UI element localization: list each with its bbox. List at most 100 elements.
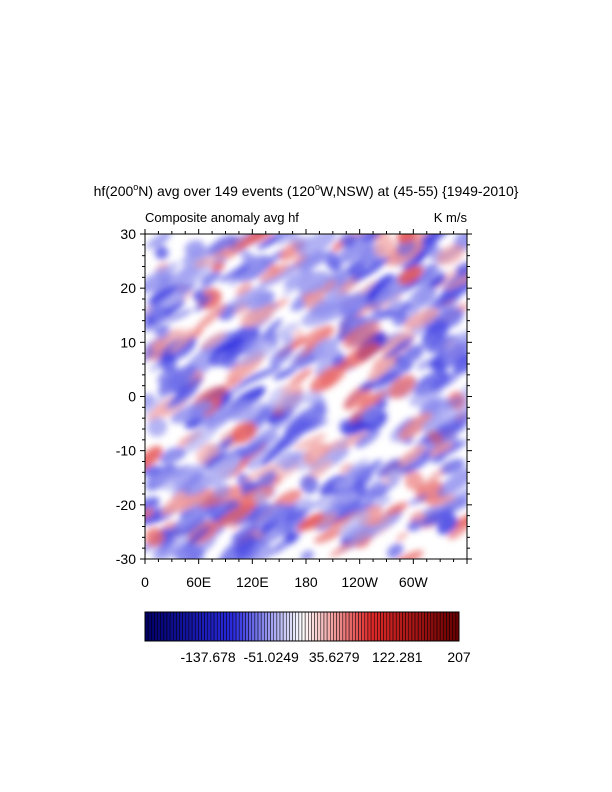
anomaly-blob — [428, 442, 453, 456]
colorbar-box — [433, 611, 438, 642]
anomaly-blob — [351, 256, 390, 283]
colorbar-box — [408, 611, 413, 642]
anomaly-blob — [256, 234, 295, 250]
colorbar-box — [402, 611, 406, 642]
anomaly-blob — [416, 358, 435, 371]
anomaly-blob — [293, 329, 304, 341]
x-tick-label: 120W — [341, 574, 378, 590]
anomaly-blob — [398, 412, 433, 440]
anomaly-blob — [184, 239, 205, 257]
colorbar-box — [336, 611, 340, 642]
anomaly-blob — [436, 281, 467, 304]
colorbar-box — [367, 611, 372, 642]
colorbar-box — [377, 611, 381, 642]
anomaly-blob — [427, 430, 443, 446]
colorbar-box — [229, 611, 234, 642]
anomaly-blob — [244, 335, 268, 356]
anomaly-blob — [403, 249, 428, 271]
anomaly-blob — [164, 533, 190, 554]
heatmap-field — [145, 234, 467, 559]
anomaly-blob — [284, 530, 298, 544]
colorbar-box — [257, 611, 262, 642]
anomaly-blob — [297, 271, 331, 295]
anomaly-blob — [313, 528, 342, 544]
anomaly-blob — [158, 364, 197, 396]
anomaly-blob — [335, 477, 356, 490]
anomaly-blob — [169, 375, 203, 407]
anomaly-blob — [259, 264, 300, 288]
colorbar-box — [301, 611, 306, 642]
colorbar-box — [147, 611, 152, 642]
anomaly-blob — [145, 445, 163, 471]
anomaly-blob — [342, 321, 381, 350]
colorbar-box — [436, 611, 441, 642]
anomaly-blob — [340, 342, 380, 370]
anomaly-blob — [237, 341, 280, 366]
anomaly-blob — [281, 392, 304, 415]
colorbar-box — [210, 611, 215, 642]
anomaly-blob — [181, 525, 212, 551]
anomaly-blob — [371, 234, 391, 241]
colorbar-box — [194, 611, 199, 642]
colorbar-box — [173, 611, 177, 642]
anomaly-blob — [452, 353, 467, 375]
colorbar-box — [323, 611, 328, 642]
y-tick-label: -30 — [116, 551, 136, 567]
anomaly-blob — [309, 364, 347, 393]
x-tick-label: 60W — [399, 574, 429, 590]
anomaly-blob — [145, 496, 160, 515]
anomaly-blob — [296, 512, 325, 532]
anomaly-blob — [185, 417, 221, 452]
colorbar-box — [260, 611, 265, 642]
anomaly-blob — [231, 523, 259, 542]
anomaly-blob — [157, 538, 176, 554]
anomaly-blob — [165, 308, 193, 323]
anomaly-blob — [162, 328, 184, 350]
colorbar-box — [345, 611, 350, 642]
colorbar-box — [308, 611, 312, 642]
y-tick-label: 20 — [120, 280, 136, 296]
anomaly-blob — [358, 389, 388, 412]
colorbar-box — [317, 611, 322, 642]
colorbar-box — [424, 611, 428, 642]
colorbar-box — [405, 611, 410, 642]
anomaly-blob — [281, 333, 294, 346]
anomaly-blob — [157, 367, 181, 385]
colorbar-box — [223, 611, 227, 642]
anomaly-blob — [407, 285, 435, 310]
colorbar-box — [169, 611, 174, 642]
colorbar-box — [355, 611, 359, 642]
anomaly-blob — [387, 543, 404, 559]
anomaly-blob — [276, 234, 298, 245]
colorbar-box — [276, 611, 281, 642]
anomaly-blob — [249, 502, 288, 525]
anomaly-blob — [417, 234, 446, 249]
anomaly-blob — [395, 531, 408, 542]
anomaly-blob — [304, 281, 339, 305]
anomaly-blob — [151, 338, 167, 352]
colorbar-label: 35.6279 — [309, 649, 360, 665]
anomaly-blob — [440, 458, 465, 475]
anomaly-blob — [362, 234, 381, 243]
anomaly-blob — [404, 471, 424, 491]
anomaly-blob — [428, 274, 447, 288]
colorbar-box — [358, 611, 362, 642]
anomaly-blob — [252, 470, 277, 495]
colorbar-box — [157, 611, 161, 642]
colorbar-box — [179, 611, 183, 642]
colorbar-box — [298, 611, 303, 642]
anomaly-blob — [423, 497, 467, 517]
colorbar-box — [238, 611, 243, 642]
anomaly-blob — [241, 250, 257, 268]
anomaly-blob — [145, 302, 164, 323]
anomaly-blob — [445, 266, 467, 291]
y-tick-label: 30 — [120, 226, 136, 242]
anomaly-blob — [154, 245, 169, 260]
colorbar-box — [282, 611, 287, 642]
anomaly-blob — [361, 405, 381, 424]
anomaly-blob — [218, 533, 257, 559]
colorbar-box — [279, 611, 284, 642]
colorbar-box — [386, 611, 391, 642]
anomaly-blob — [215, 501, 257, 528]
anomaly-blob — [443, 395, 467, 423]
